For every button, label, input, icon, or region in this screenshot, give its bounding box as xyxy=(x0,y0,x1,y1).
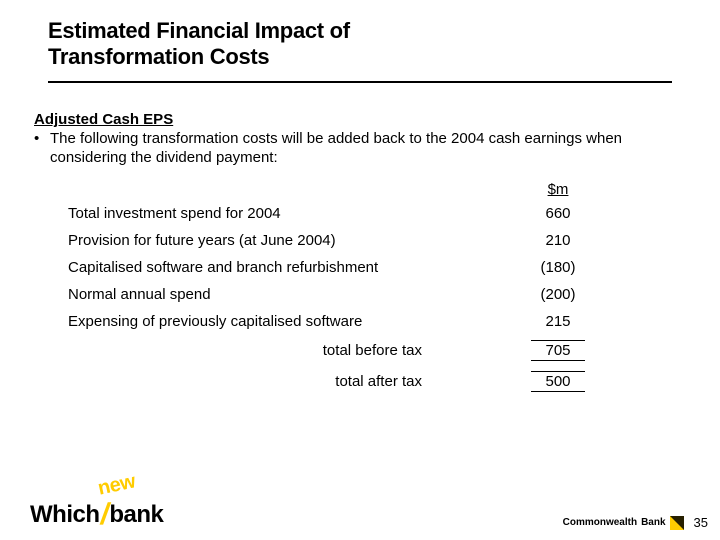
row-value: 660 xyxy=(508,205,608,222)
table-total-row: total after tax 500 xyxy=(68,366,608,397)
slide-title-line1: Estimated Financial Impact of xyxy=(48,18,720,44)
total-value-text: 705 xyxy=(531,340,584,361)
total-value-text: 500 xyxy=(531,371,584,392)
table-row: Normal annual spend (200) xyxy=(68,281,608,308)
row-label: Capitalised software and branch refurbis… xyxy=(68,259,508,276)
total-label: total after tax xyxy=(68,373,508,390)
page-number: 35 xyxy=(694,515,708,530)
row-label: Expensing of previously capitalised soft… xyxy=(68,313,508,330)
footer-right: Commonwealth Bank 35 xyxy=(563,515,708,530)
content-area: Adjusted Cash EPS • The following transf… xyxy=(0,83,720,398)
bullet-item: • The following transformation costs wil… xyxy=(34,130,672,168)
bullet-text: The following transformation costs will … xyxy=(50,130,672,168)
table-row: Provision for future years (at June 2004… xyxy=(68,227,608,254)
row-value: 215 xyxy=(508,313,608,330)
cost-table: $m Total investment spend for 2004 660 P… xyxy=(68,181,608,397)
which-text-b: bank xyxy=(109,501,163,529)
total-value: 705 xyxy=(508,340,608,361)
total-value: 500 xyxy=(508,371,608,392)
table-total-row: total before tax 705 xyxy=(68,335,608,366)
slide-title-line2: Transformation Costs xyxy=(48,44,720,70)
row-value: (200) xyxy=(508,286,608,303)
cba-text-b: Bank xyxy=(641,517,665,528)
slide-footer: new Which / bank Commonwealth Bank 35 xyxy=(0,488,720,530)
row-label: Normal annual spend xyxy=(68,286,508,303)
bullet-marker: • xyxy=(34,130,50,168)
slide-title-block: Estimated Financial Impact of Transforma… xyxy=(0,0,720,77)
table-row: Total investment spend for 2004 660 xyxy=(68,200,608,227)
section-subhead: Adjusted Cash EPS xyxy=(34,111,672,128)
row-value: (180) xyxy=(508,259,608,276)
table-header-unit: $m xyxy=(508,181,608,200)
commonwealth-bank-logo: Commonwealth Bank xyxy=(563,516,684,530)
row-label: Total investment spend for 2004 xyxy=(68,205,508,222)
total-label: total before tax xyxy=(68,342,508,359)
table-row: Capitalised software and branch refurbis… xyxy=(68,254,608,281)
new-badge: new xyxy=(96,470,137,500)
table-header-spacer xyxy=(68,181,508,200)
cba-text-a: Commonwealth xyxy=(563,517,637,528)
table-header-row: $m xyxy=(68,181,608,200)
which-text-a: Which xyxy=(30,501,100,529)
cba-diamond-icon xyxy=(670,516,684,530)
which-bank-logo: new Which / bank xyxy=(30,496,163,530)
row-value: 210 xyxy=(508,232,608,249)
table-row: Expensing of previously capitalised soft… xyxy=(68,308,608,335)
row-label: Provision for future years (at June 2004… xyxy=(68,232,508,249)
